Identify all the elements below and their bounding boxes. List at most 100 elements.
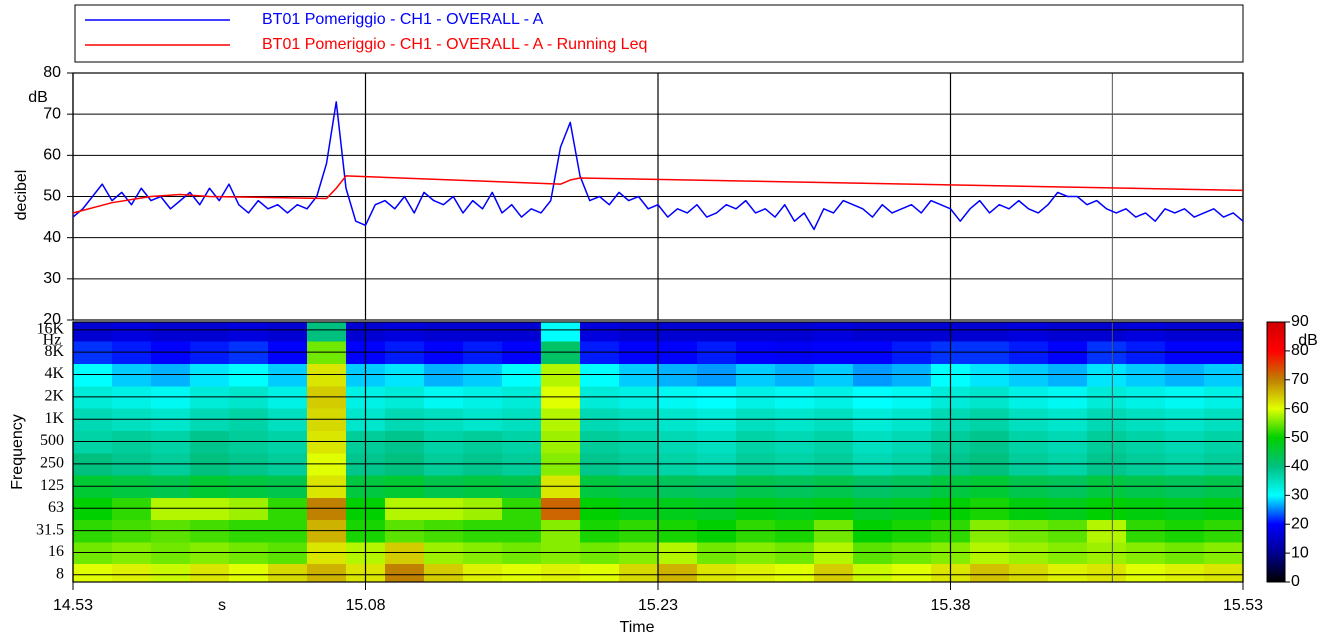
- spectrogram-cell: [1165, 563, 1205, 582]
- spectrogram-cell: [1165, 322, 1205, 342]
- spectrogram-cell: [1204, 322, 1243, 342]
- spectrogram-cell: [853, 322, 893, 342]
- spectrogram-cell: [1087, 322, 1127, 342]
- spectrogram-cell: [190, 563, 230, 582]
- spectrogram-cell: [658, 563, 698, 582]
- legend-box: [74, 4, 1244, 63]
- spectrogram-cell: [1048, 322, 1088, 342]
- legend-label: BT01 Pomeriggio - CH1 - OVERALL - A - Ru…: [262, 36, 647, 53]
- spectrogram-cell: [541, 563, 581, 582]
- spectrogram-cell: [463, 563, 503, 582]
- colorbar-tick-label: 60: [1291, 400, 1309, 417]
- x-tick-label: 15.38: [930, 597, 970, 614]
- spectrogram-cell: [580, 563, 620, 582]
- spectrogram-cell: [73, 322, 113, 342]
- x-tick-label: 14.53: [53, 597, 93, 614]
- spectrogram-cell: [190, 322, 230, 342]
- x-axis-label: Time: [620, 619, 655, 636]
- spectrogram-cell: [502, 563, 542, 582]
- legend-label: BT01 Pomeriggio - CH1 - OVERALL - A: [262, 11, 544, 28]
- y-tick-label: 40: [43, 229, 61, 246]
- spectrogram-cell: [580, 322, 620, 342]
- x-tick-label: 15.08: [345, 597, 385, 614]
- colorbar-tick-label: 40: [1291, 458, 1309, 475]
- spectrogram-cell: [112, 322, 152, 342]
- spectrogram-cell: [73, 563, 113, 582]
- spectrogram-cell: [1126, 563, 1166, 582]
- spectrogram-cell: [385, 563, 425, 582]
- y-tick-label: 60: [43, 147, 61, 164]
- spectrogram-cell: [970, 322, 1010, 342]
- spectrogram-cell: [151, 563, 191, 582]
- colorbar-tick-label: 20: [1291, 515, 1309, 532]
- colorbar-tick-label: 0: [1291, 573, 1300, 590]
- spectrogram-cell: [229, 563, 269, 582]
- spectrogram-cell: [112, 563, 152, 582]
- y-unit: Hz: [43, 332, 62, 349]
- spectrogram-cell: [697, 322, 737, 342]
- spectrogram-cell: [1087, 563, 1127, 582]
- plot-frame: [72, 321, 1244, 583]
- y-tick-label: 8K: [44, 343, 64, 360]
- spectrogram-cell: [736, 322, 776, 342]
- spectrogram-cell: [892, 563, 932, 582]
- spectrogram-cell: [307, 322, 347, 342]
- spectrogram-cell: [424, 563, 464, 582]
- spectrogram-cell: [970, 563, 1010, 582]
- colorbar-tick-label: 30: [1291, 487, 1309, 504]
- spectrogram-cell: [1126, 322, 1166, 342]
- spectrogram-cell: [1048, 563, 1088, 582]
- x-tick-label: 15.53: [1223, 597, 1263, 614]
- spectrogram-cell: [775, 563, 815, 582]
- spectrogram-cell: [151, 322, 191, 342]
- x-unit: s: [218, 597, 226, 614]
- y-axis-label: decibel: [13, 170, 30, 221]
- spectrogram-cell: [658, 322, 698, 342]
- y-tick-label: 1K: [44, 410, 64, 427]
- spectrogram-cell: [1009, 563, 1049, 582]
- spectrogram-cell: [619, 322, 659, 342]
- x-tick-label: 15.23: [638, 597, 678, 614]
- colorbar-tick-label: 50: [1291, 429, 1309, 446]
- colorbar-tick-label: 70: [1291, 371, 1309, 388]
- y-tick-label: 63: [48, 499, 64, 516]
- y-axis-label: Frequency: [9, 414, 26, 490]
- y-unit: dB: [28, 89, 48, 106]
- spectrogram-cell: [541, 322, 581, 342]
- plot-frame: [72, 72, 1244, 321]
- spectrogram-cell: [502, 322, 542, 342]
- y-tick-label: 500: [40, 432, 64, 449]
- spectrogram-cell: [775, 322, 815, 342]
- y-tick-label: 250: [40, 455, 64, 472]
- colorbar-unit: dB: [1298, 332, 1318, 349]
- y-tick-label: 30: [43, 270, 61, 287]
- y-tick-label: 4K: [44, 365, 64, 382]
- spectrogram-cell: [424, 322, 464, 342]
- y-tick-label: 8: [56, 565, 64, 582]
- colorbar-tick-label: 80: [1291, 342, 1309, 359]
- spectrogram-cell: [736, 563, 776, 582]
- spectrogram-cell: [1009, 322, 1049, 342]
- spectrogram-cell: [814, 563, 854, 582]
- y-tick-label: 20: [43, 311, 61, 328]
- spectrogram-cell: [814, 322, 854, 342]
- series-line: [72, 175, 1244, 214]
- spectrogram-cell: [307, 563, 347, 582]
- spectrogram-cell: [1204, 563, 1243, 582]
- y-tick-label: 50: [43, 188, 61, 205]
- y-tick-label: 70: [43, 105, 61, 122]
- y-tick-label: 16: [48, 543, 64, 560]
- spectrogram-cell: [853, 563, 893, 582]
- y-tick-label: 80: [43, 64, 61, 81]
- spectrogram-cell: [697, 563, 737, 582]
- spectrogram-cell: [268, 563, 308, 582]
- y-tick-label: 2K: [44, 388, 64, 405]
- y-tick-label: 125: [40, 477, 64, 494]
- spectrogram-cell: [463, 322, 503, 342]
- colorbar-tick-label: 90: [1291, 313, 1309, 330]
- y-tick-label: 31.5: [36, 521, 64, 538]
- y-tick-label: 16K: [36, 321, 64, 338]
- spectrogram-cell: [619, 563, 659, 582]
